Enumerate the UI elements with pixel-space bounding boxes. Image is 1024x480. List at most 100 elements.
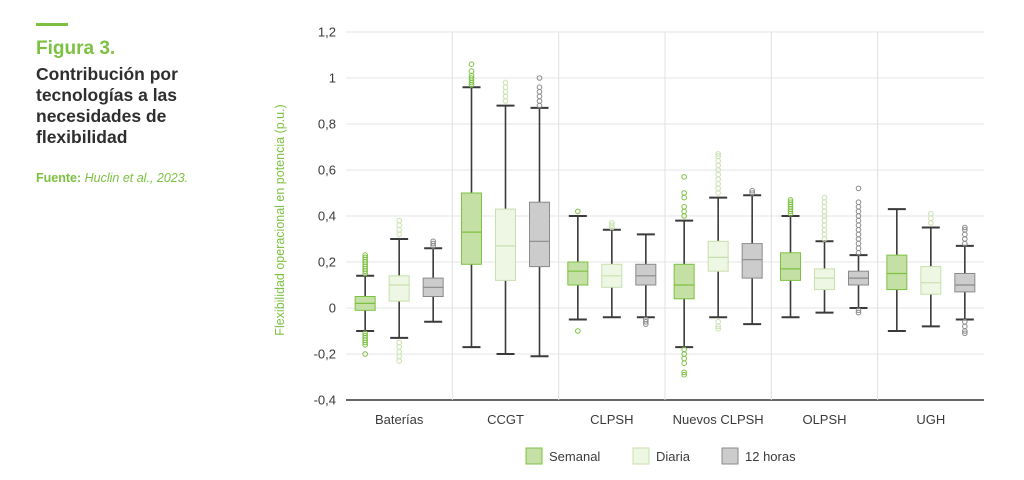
outlier-point xyxy=(430,238,436,245)
legend-label: Diaria xyxy=(656,449,691,464)
outlier-point xyxy=(715,176,721,182)
outlier-point xyxy=(362,342,368,348)
y-axis-label: Flexibilidad operacional en potencia (p.… xyxy=(273,104,287,335)
outlier-point xyxy=(536,98,543,104)
box xyxy=(741,243,763,279)
outlier-point xyxy=(749,187,755,194)
outlier-point xyxy=(821,208,828,215)
outlier-point xyxy=(502,89,509,95)
outlier-point xyxy=(787,199,794,205)
outlier-point xyxy=(855,227,862,233)
outlier-point xyxy=(396,344,402,350)
outlier-point xyxy=(855,309,862,316)
y-tick-label: -0,2 xyxy=(314,347,336,362)
legend-swatch xyxy=(525,447,543,465)
outlier-point xyxy=(362,339,368,346)
box xyxy=(461,192,482,265)
outlier-point xyxy=(855,204,862,210)
outlier-point xyxy=(787,197,794,203)
outlier-point xyxy=(468,75,475,81)
outlier-point xyxy=(396,339,402,346)
outlier-point xyxy=(821,227,828,233)
box xyxy=(814,268,835,291)
y-tick-label: 1 xyxy=(329,71,336,86)
outlier-point xyxy=(396,353,402,360)
outlier-point xyxy=(962,328,968,334)
outlier-point xyxy=(643,321,649,327)
box xyxy=(780,252,801,281)
outlier-point xyxy=(715,325,721,332)
outlier-point xyxy=(821,222,828,228)
outlier-point xyxy=(855,245,862,251)
outlier-point xyxy=(855,185,862,192)
box xyxy=(673,263,695,300)
accent-bar xyxy=(36,23,68,26)
outlier-point xyxy=(962,227,968,233)
outlier-point xyxy=(502,84,509,90)
outlier-point xyxy=(536,93,543,100)
source-text: Huclin et al., 2023. xyxy=(84,171,189,185)
outlier-point xyxy=(396,227,402,233)
outlier-point xyxy=(715,181,721,187)
outlier-point xyxy=(502,79,509,86)
legend-swatch xyxy=(721,447,739,465)
outlier-point xyxy=(715,185,721,192)
outlier-point xyxy=(396,222,402,228)
y-tick-label: 1,2 xyxy=(318,25,336,40)
figure-source: Fuente: Huclin et al., 2023. xyxy=(36,171,188,185)
outlier-point xyxy=(962,231,968,238)
outlier-point xyxy=(502,98,509,104)
boxplot-chart: -0,4 -0,2 0 0,2 0,4 0,6 0,8 1 1,2 Flexibilidad op… xyxy=(273,25,984,465)
outlier-point xyxy=(536,84,543,90)
outlier-point xyxy=(715,319,721,325)
box xyxy=(635,263,657,286)
outlier-point xyxy=(609,222,615,228)
outlier-point xyxy=(681,204,687,210)
outlier-point xyxy=(536,75,543,81)
outlier-point xyxy=(362,351,368,357)
outlier-point xyxy=(715,151,721,157)
box xyxy=(567,261,589,286)
outlier-point xyxy=(362,252,368,258)
outlier-point xyxy=(430,240,436,247)
outlier-point xyxy=(468,68,475,74)
outlier-point xyxy=(536,89,543,95)
box xyxy=(920,266,942,295)
outlier-point xyxy=(715,171,721,178)
outlier-point xyxy=(681,355,687,362)
outlier-point xyxy=(396,217,402,224)
outlier-point xyxy=(396,358,402,364)
category-label: OLPSH xyxy=(802,412,846,427)
outlier-point xyxy=(502,93,509,100)
outlier-point xyxy=(928,215,934,222)
box xyxy=(388,275,410,302)
figure-title: Contribución por tecnologías a las neces… xyxy=(36,64,178,147)
outlier-point xyxy=(821,199,828,205)
box xyxy=(954,273,976,293)
outlier-point xyxy=(715,158,721,164)
outlier-point xyxy=(681,360,687,367)
outlier-point xyxy=(821,231,828,238)
legend-label: Semanal xyxy=(549,449,600,464)
outlier-point xyxy=(715,190,721,196)
y-tick-label: 0,8 xyxy=(318,117,336,132)
outlier-point xyxy=(362,254,368,261)
outlier-point xyxy=(749,190,755,196)
y-tick-label: 0,6 xyxy=(318,163,336,178)
box xyxy=(707,240,729,272)
outlier-point xyxy=(962,236,968,242)
outlier-point xyxy=(855,222,862,228)
outlier-point xyxy=(681,190,687,196)
outlier-point xyxy=(681,208,687,215)
y-tick-label: 0,4 xyxy=(318,209,336,224)
outlier-point xyxy=(962,323,968,330)
outlier-point xyxy=(715,323,721,330)
y-tick-label: 0 xyxy=(329,301,336,316)
figure-label: Figura 3. xyxy=(36,38,116,59)
outlier-point xyxy=(575,328,581,334)
legend-swatch xyxy=(632,447,650,465)
outlier-point xyxy=(855,208,862,215)
outlier-point xyxy=(855,236,862,242)
outlier-point xyxy=(643,319,649,325)
outlier-point xyxy=(468,61,475,67)
